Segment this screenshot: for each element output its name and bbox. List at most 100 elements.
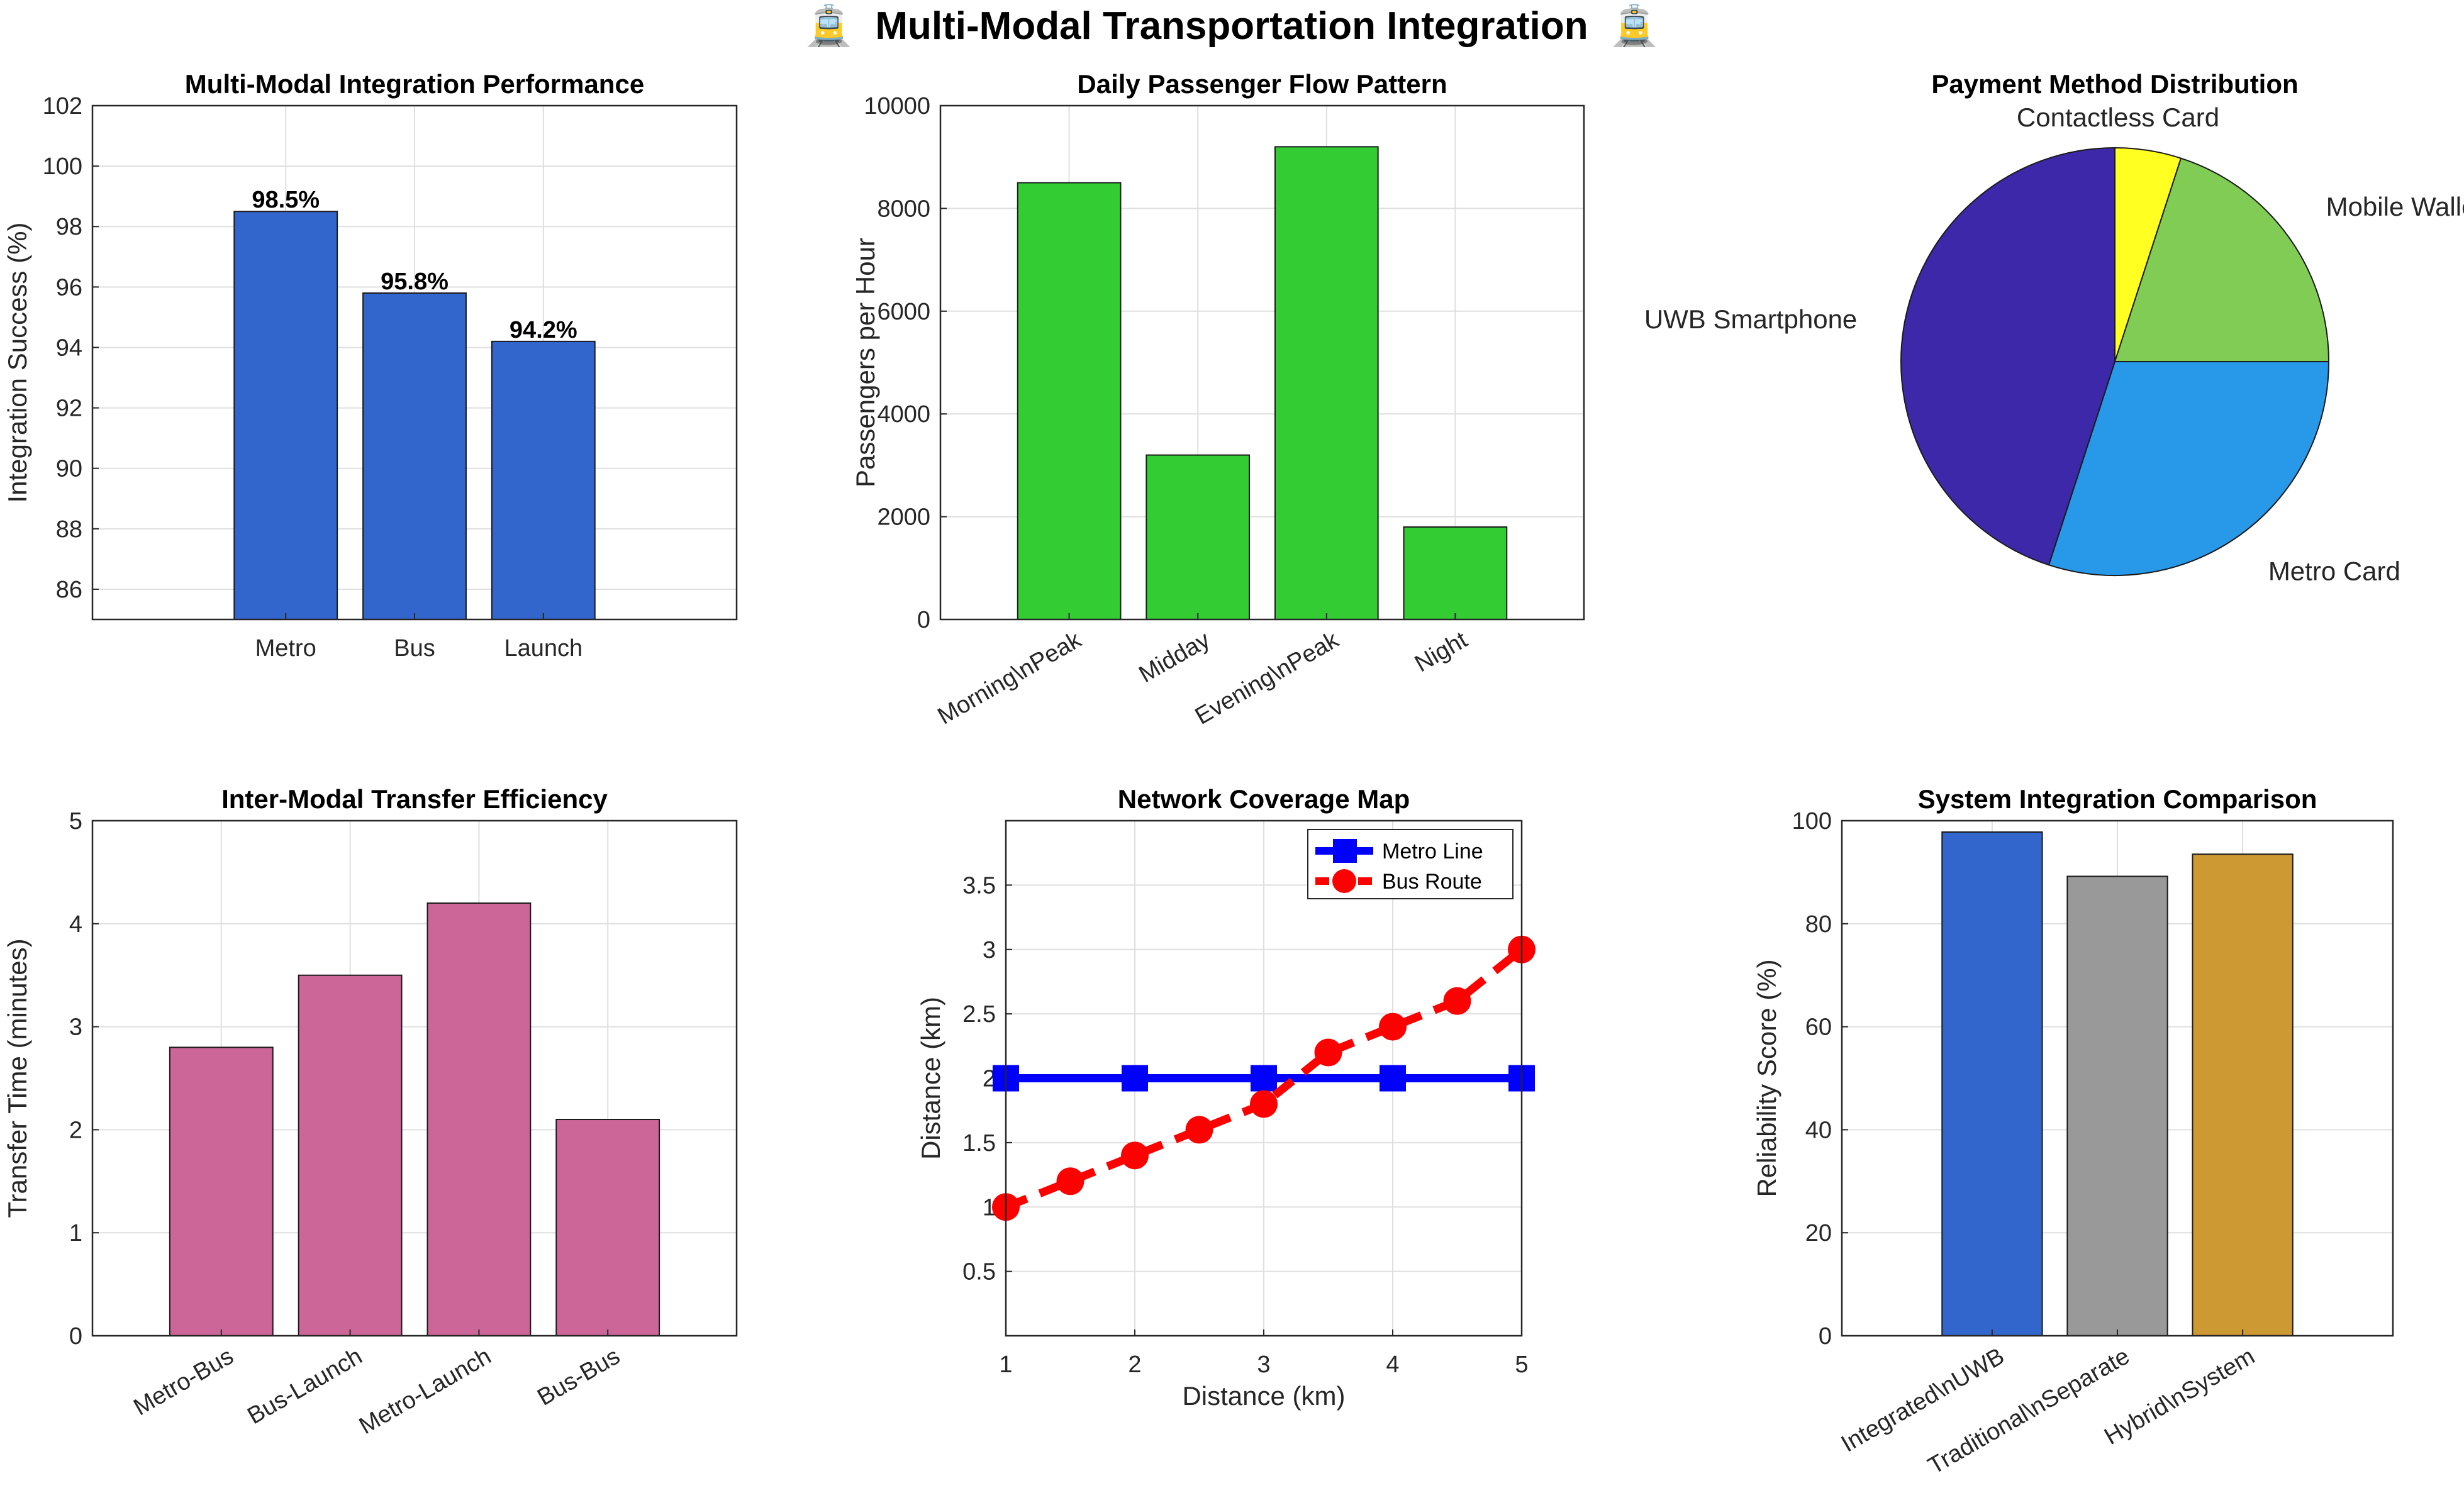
bar-metro [233,211,338,620]
figure-title-text: Multi-Modal Transportation Integration [875,4,1588,48]
x-tick-label: Launch [504,635,583,662]
chart-payment: Payment Method Distribution Contactless C… [1644,69,2464,586]
x-tick-label: Night [1410,626,1472,677]
bar-metro-bus [169,1046,274,1336]
y-tick-label: 1 [69,1220,82,1246]
y-axis-label: Passengers per Hour [850,238,880,487]
y-tick-label: 4 [69,911,82,938]
x-tick-label: Bus-Launch [243,1343,367,1429]
y-tick-label: 94 [56,335,82,361]
y-tick-label: 3.5 [962,872,996,899]
series-point [1314,1038,1342,1067]
y-tick-label: 0 [1819,1323,1832,1350]
y-tick-label: 3 [983,937,996,963]
chart-title: Daily Passenger Flow Pattern [1077,69,1447,99]
series-point [1185,1116,1213,1144]
y-tick-label: 88 [56,516,82,543]
y-axis-label: Reliability Score (%) [1752,959,1781,1197]
y-tick-label: 100 [43,153,82,180]
x-tick-label: Bus-Bus [533,1343,624,1411]
bar-data-label: 94.2% [510,317,577,343]
x-tick-label: Midday [1135,626,1215,688]
x-tick-label: Evening\nPeak [1191,626,1344,730]
series-point [1122,1065,1148,1092]
bar-data-label: 95.8% [381,269,449,295]
chart-title: Multi-Modal Integration Performance [185,69,644,99]
y-tick-label: 2.5 [962,1001,996,1028]
series-point [1251,1065,1277,1092]
bar-integrated-nuwb [1941,831,2043,1336]
y-tick-label: 20 [1805,1220,1832,1246]
pie-slice-uwb-smartphone [1900,147,2116,566]
pie-label: Mobile Wallet [2326,192,2464,221]
legend-entry: Bus Route [1382,870,1482,894]
bar-metro-launch [426,902,532,1337]
x-tick-label: Morning\nPeak [934,626,1086,730]
bar-data-label: 98.5% [252,187,320,213]
x-tick-label: 3 [1257,1351,1270,1378]
y-tick-label: 80 [1805,911,1832,938]
chart-title: Payment Method Distribution [1931,69,2298,99]
y-tick-label: 5 [69,808,82,835]
x-tick-label: Metro-Bus [130,1343,238,1421]
chart-title: Network Coverage Map [1118,784,1410,814]
bar-traditional-nseparate [2066,875,2168,1336]
chart-transfer: 0 1 2 3 4 5 Inter-Modal Transfer Efficiency Tra… [3,784,738,1440]
axes-frame [1841,819,2394,1337]
bar-bus [362,292,467,620]
series-point [1056,1167,1084,1196]
bar-night [1403,526,1508,620]
y-tick-label: 1 [983,1194,996,1221]
y-tick-label: 2 [69,1117,82,1143]
y-tick-label: 8000 [877,196,930,222]
series-point [1379,1013,1407,1041]
axes-frame [91,104,738,621]
y-tick-label: 0 [69,1323,82,1350]
y-tick-label: 92 [56,396,82,422]
x-tick-label: Traditional\nSeparate [1924,1343,2134,1479]
x-tick-label: 1 [999,1351,1012,1378]
y-tick-label: 1.5 [962,1130,996,1157]
chart-flow: 0 2000 4000 6000 8000 10000 Daily Passenger Fl… [850,69,1585,730]
y-tick-label: 2000 [877,504,930,531]
y-tick-label: 0.5 [962,1259,996,1285]
y-tick-label: 96 [56,274,82,301]
chart-comparison: 0 20 40 60 80 100 System Integration Compariso… [1752,784,2394,1480]
pie-label: Contactless Card [2017,103,2219,132]
y-tick-label: 3 [69,1014,82,1041]
chart-title: Inter-Modal Transfer Efficiency [221,784,608,814]
bar-midday [1146,454,1251,620]
bar-evening-npeak [1274,146,1379,621]
series-point [1121,1141,1149,1170]
pie-slice-metro-card [2048,361,2330,577]
legend: Metro Line Bus Route [1307,829,1514,899]
series-point [1380,1065,1406,1092]
y-tick-label: 2 [983,1066,996,1092]
legend-marker [1332,869,1356,893]
x-tick-label: Bus [394,635,435,662]
pie-label: Metro Card [2268,557,2400,586]
y-axis-label: Distance (km) [916,997,945,1160]
chart-integration: 86 88 90 92 94 96 98 100 102 Multi-Modal Integrat… [3,69,738,662]
y-tick-label: 6000 [877,299,930,325]
y-axis-label: Integration Success (%) [3,223,32,503]
y-tick-label: 86 [56,577,82,603]
legend-marker [1333,839,1357,863]
bar-hybrid-nsystem [2192,853,2294,1336]
pie-slice-mobile-wallet [2114,157,2330,362]
tram-icon: 🚊 [805,3,853,48]
x-tick-label: 2 [1128,1351,1141,1378]
x-axis-label: Distance (km) [1182,1381,1345,1411]
series-point [1250,1090,1278,1118]
y-tick-label: 98 [56,214,82,240]
bar-morning-npeak [1017,182,1122,620]
chart-title: System Integration Comparison [1918,784,2317,814]
bar-bus-launch [298,974,403,1336]
bar-launch [491,340,596,620]
chart-coverage: 0.5 1 1.5 2 2.5 3 3.5 Network Coverage Map Dista… [916,784,1536,1411]
y-tick-label: 102 [43,93,82,119]
x-tick-label: 4 [1386,1351,1399,1378]
y-tick-label: 100 [1792,808,1832,835]
